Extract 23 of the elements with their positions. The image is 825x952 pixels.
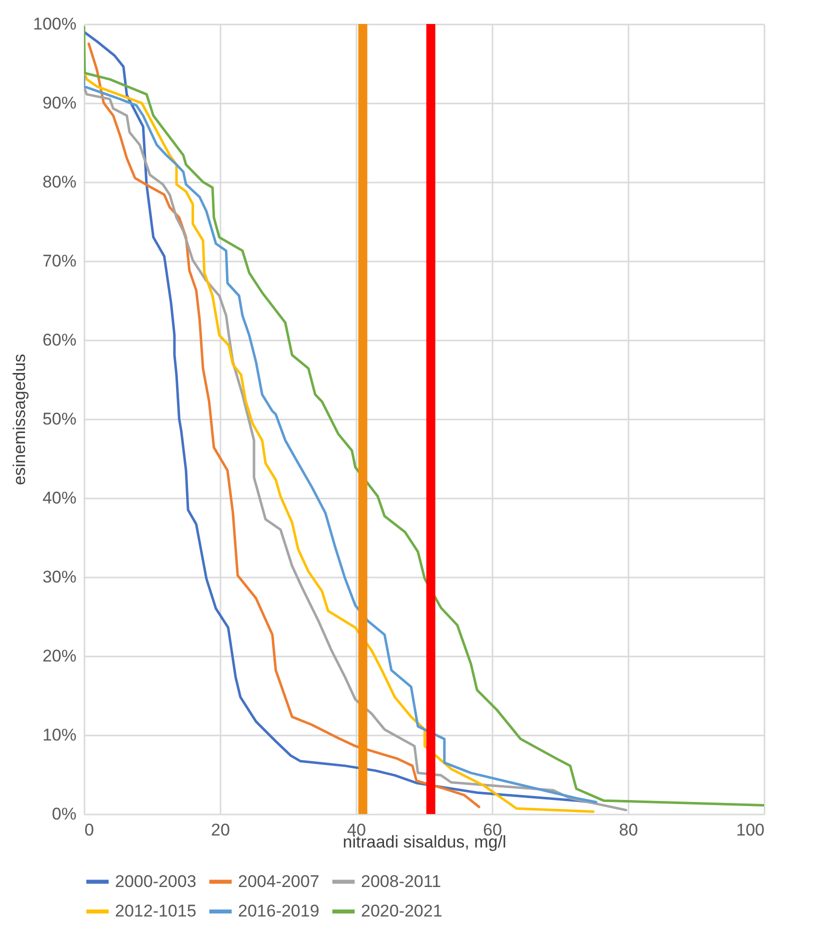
y-tick-label: 100% xyxy=(33,14,76,34)
y-tick-label: 90% xyxy=(42,94,76,112)
x-tick-label: 20 xyxy=(211,820,230,840)
y-tick-label: 50% xyxy=(42,410,76,428)
y-tick-label: 20% xyxy=(42,646,76,666)
y-tick-label: 60% xyxy=(42,330,76,350)
line-series xyxy=(88,42,480,808)
legend-label: 2004-2007 xyxy=(238,872,320,891)
legend-label: 2000-2003 xyxy=(115,872,196,891)
y-tick-label: 40% xyxy=(42,488,76,508)
x-tick-label: 80 xyxy=(619,820,638,840)
y-axis-title: esinemissagedus xyxy=(10,354,30,486)
x-tick-label: 100 xyxy=(736,820,764,840)
y-tick-label: 80% xyxy=(42,172,76,192)
legend-label: 2016-2019 xyxy=(238,902,320,920)
y-tick-label: 30% xyxy=(42,568,76,586)
legend-label: 2020-2021 xyxy=(361,902,442,920)
y-tick-label: 10% xyxy=(42,726,76,744)
y-tick-label: 0% xyxy=(52,804,76,824)
x-tick-label: 0 xyxy=(84,820,94,840)
legend-label: 2008-2011 xyxy=(361,872,442,891)
legend-label: 2012-1015 xyxy=(115,902,196,920)
y-tick-label: 70% xyxy=(42,252,76,270)
